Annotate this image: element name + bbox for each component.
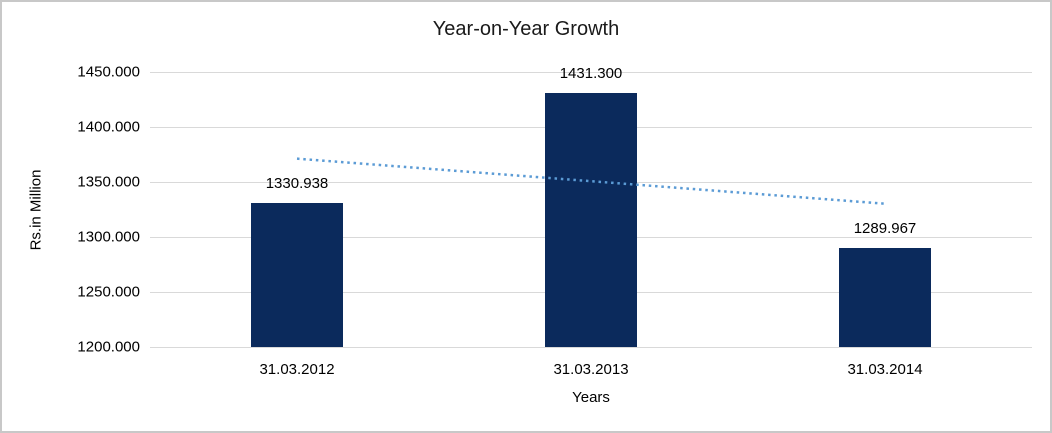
x-category-label: 31.03.2012 xyxy=(259,361,335,378)
plot-area: 1330.938 1431.300 1289.967 xyxy=(150,65,1032,348)
trendline xyxy=(296,157,886,205)
y-tick-label: 1450.000 xyxy=(77,63,140,81)
bar xyxy=(251,202,343,347)
bar xyxy=(839,248,931,347)
bar-data-label: 1431.300 xyxy=(559,64,623,82)
y-tick-label: 1200.000 xyxy=(77,338,140,356)
y-tick-label: 1400.000 xyxy=(77,118,140,136)
y-tick-label: 1350.000 xyxy=(77,173,140,191)
x-axis-title: Years xyxy=(572,389,610,406)
bar xyxy=(545,92,637,347)
gridline xyxy=(150,72,1032,73)
y-tick-label: 1300.000 xyxy=(77,228,140,246)
gridline xyxy=(150,347,1032,348)
chart-title: Year-on-Year Growth xyxy=(432,18,620,40)
bar-data-label: 1330.938 xyxy=(265,174,329,192)
bar-data-label: 1289.967 xyxy=(853,220,917,238)
x-category-label: 31.03.2014 xyxy=(847,361,923,378)
y-tick-label: 1250.000 xyxy=(77,283,140,301)
x-category-label: 31.03.2013 xyxy=(553,361,629,378)
